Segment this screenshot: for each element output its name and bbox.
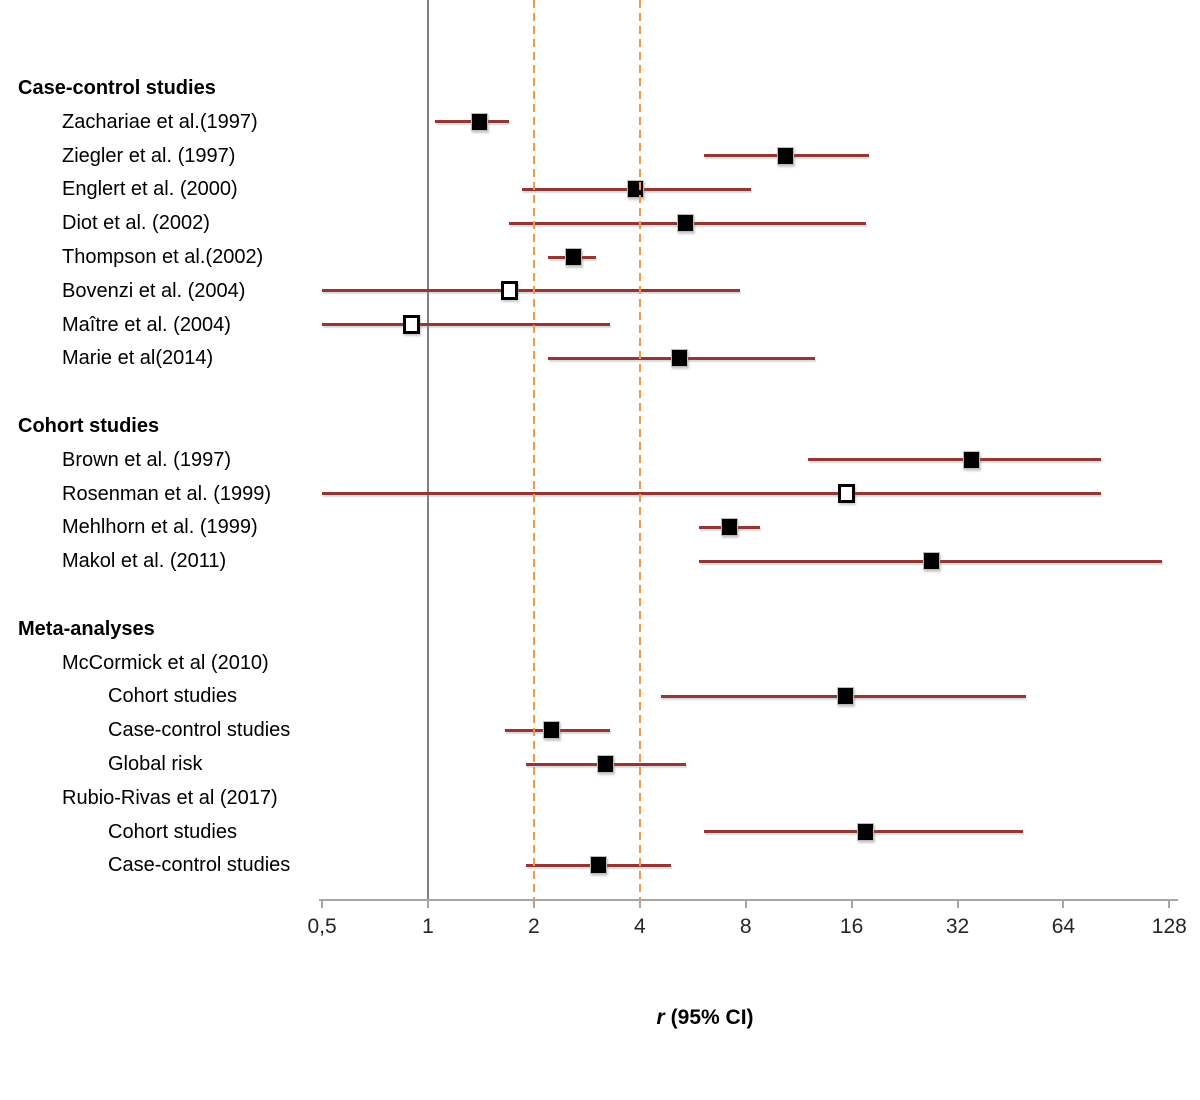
marker-open — [838, 484, 856, 504]
x-tick — [1062, 901, 1065, 908]
row-label: Ziegler et al. (1997) — [62, 144, 236, 167]
marker-filled — [923, 552, 941, 571]
marker-filled — [856, 822, 874, 841]
marker-filled — [597, 755, 615, 773]
row-label: Bovenzi et al. (2004) — [62, 279, 246, 302]
marker-filled — [962, 450, 980, 469]
row-label: Marie et al(2014) — [62, 347, 214, 370]
marker-filled — [565, 248, 583, 266]
marker-filled — [627, 180, 645, 199]
x-tick-label: 8 — [739, 915, 752, 938]
x-tick — [1168, 901, 1171, 908]
x-axis-title-variable: r — [656, 1006, 665, 1029]
marker-filled — [589, 856, 607, 875]
ci-line — [807, 458, 1102, 462]
x-tick — [532, 901, 535, 908]
reference-line-1 — [427, 0, 429, 899]
marker-open — [500, 281, 518, 301]
section-header: Meta-analyses — [18, 617, 155, 640]
row-label: Maître et al. (2004) — [62, 313, 231, 336]
row-label: McCormick et al (2010) — [62, 651, 269, 674]
x-tick-label: 64 — [1051, 915, 1076, 938]
row-label: Brown et al. (1997) — [62, 448, 231, 471]
section-header: Cohort studies — [18, 415, 160, 437]
row-label: Mehlhorn et al. (1999) — [62, 516, 258, 539]
row-label: Makol et al. (2011) — [62, 550, 227, 573]
row-label: Thompson et al.(2002) — [62, 246, 264, 268]
x-tick-label: 4 — [633, 915, 646, 938]
marker-filled — [671, 349, 689, 368]
row-label: Rosenman et al. (1999) — [62, 482, 272, 505]
x-tick — [850, 901, 853, 908]
marker-filled — [777, 146, 795, 165]
reference-line-2 — [532, 0, 535, 899]
ci-line — [322, 289, 740, 293]
section-header: Case-control studies — [18, 77, 216, 99]
x-tick — [427, 901, 429, 908]
row-label: Englert et al. (2000) — [62, 178, 238, 201]
x-axis-line — [319, 899, 1179, 901]
marker-filled — [677, 214, 695, 233]
row-label: Cohort studies — [108, 685, 237, 708]
x-axis-title: r (95% CI) — [656, 1006, 753, 1030]
x-tick-label: 32 — [945, 915, 970, 938]
marker-open — [403, 315, 421, 335]
x-tick — [638, 901, 641, 908]
row-label: Cohort studies — [108, 820, 237, 843]
marker-filled — [470, 112, 488, 131]
x-tick-label: 16 — [839, 915, 864, 938]
x-tick-label: 0,5 — [307, 915, 337, 938]
x-axis-title-units: (95% CI) — [670, 1006, 754, 1029]
marker-filled — [721, 518, 739, 537]
reference-line-4 — [638, 0, 641, 899]
row-label: Rubio-Rivas et al (2017) — [62, 786, 278, 809]
x-tick-label: 1 — [422, 915, 434, 938]
row-label: Case-control studies — [108, 719, 291, 742]
row-label: Zachariae et al.(1997) — [62, 110, 258, 133]
x-tick — [956, 901, 959, 908]
row-label: Global risk — [108, 753, 203, 775]
marker-filled — [837, 687, 855, 706]
x-tick — [321, 901, 324, 908]
x-tick-label: 2 — [528, 915, 540, 938]
ci-line — [322, 323, 611, 327]
ci-line — [322, 492, 1102, 496]
x-tick — [744, 901, 747, 908]
x-tick-label: 128 — [1151, 915, 1187, 938]
row-label: Diot et al. (2002) — [62, 212, 210, 235]
row-label: Case-control studies — [108, 854, 291, 877]
marker-filled — [543, 721, 561, 740]
